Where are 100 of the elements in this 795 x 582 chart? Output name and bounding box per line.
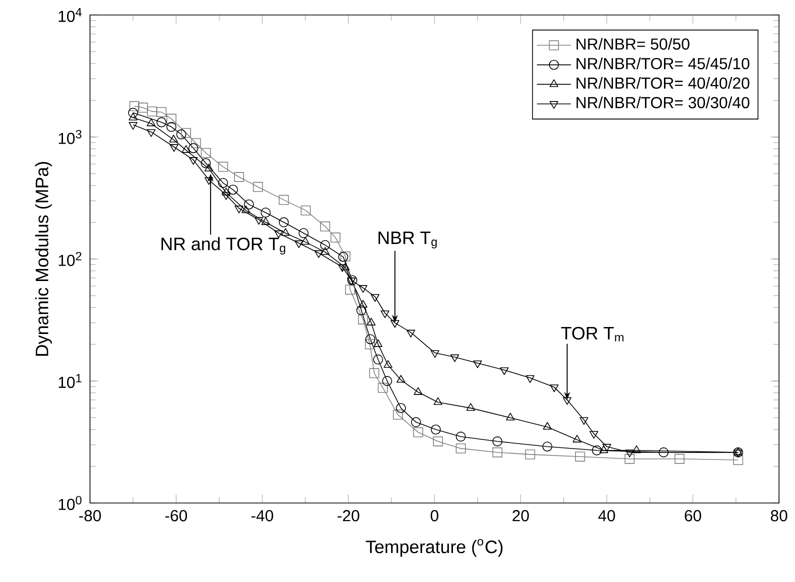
point xyxy=(156,107,166,118)
point xyxy=(358,300,368,308)
point xyxy=(200,148,211,158)
x-tick-label: 80 xyxy=(770,510,788,522)
point xyxy=(176,129,186,140)
point xyxy=(550,384,559,392)
point xyxy=(370,294,380,302)
point xyxy=(733,455,744,466)
point xyxy=(182,145,190,153)
point xyxy=(589,430,598,439)
point xyxy=(298,228,309,238)
point xyxy=(261,217,270,225)
point xyxy=(542,442,552,452)
point xyxy=(278,217,289,228)
point xyxy=(345,284,356,295)
point xyxy=(456,443,466,454)
legend-label: NR/NBR/TOR= 45/45/10 xyxy=(576,58,750,70)
point xyxy=(128,122,138,130)
point xyxy=(228,184,238,195)
point xyxy=(188,157,198,165)
point xyxy=(406,330,416,338)
point xyxy=(244,199,254,210)
x-tick-label: 0 xyxy=(430,510,438,522)
point xyxy=(242,205,250,214)
annotation: TOR T$_{m}$ xyxy=(561,326,624,342)
point xyxy=(500,367,509,376)
y-tick-label: 10$^{0}$ xyxy=(58,496,82,510)
point xyxy=(166,114,176,124)
point xyxy=(218,162,228,172)
point xyxy=(320,221,330,232)
point xyxy=(592,445,602,456)
legend-label: NR/NBR= 50/50 xyxy=(576,38,690,50)
point xyxy=(506,412,515,420)
point xyxy=(492,436,502,446)
point xyxy=(170,144,178,152)
point xyxy=(330,232,340,242)
point xyxy=(338,264,347,272)
point xyxy=(146,129,156,137)
point xyxy=(411,417,421,428)
y-tick-label: 10$^{4}$ xyxy=(58,8,82,22)
point xyxy=(658,447,669,458)
x-tick-label: 20 xyxy=(512,510,529,522)
y-tick-label: 10$^{2}$ xyxy=(58,252,82,266)
point xyxy=(320,240,330,250)
point xyxy=(466,403,476,411)
point xyxy=(430,350,440,358)
point xyxy=(254,217,264,225)
point xyxy=(632,445,641,454)
point xyxy=(341,262,350,270)
point xyxy=(734,450,742,458)
point xyxy=(396,403,406,414)
point xyxy=(234,172,244,182)
point xyxy=(364,339,375,350)
point xyxy=(358,314,368,324)
legend-label: NR/NBR/TOR= 30/30/40 xyxy=(576,96,750,108)
point xyxy=(456,432,466,442)
x-axis-title: Temperature ($^{o}$C) xyxy=(366,538,503,557)
annotation: NR and TOR T$_{g}$ xyxy=(162,237,286,255)
point xyxy=(222,188,230,196)
point xyxy=(674,454,685,464)
point xyxy=(562,397,572,405)
x-tick-label: 60 xyxy=(684,510,702,522)
point xyxy=(492,447,502,458)
point xyxy=(382,376,392,386)
x-tick-label: -40 xyxy=(251,510,274,522)
point xyxy=(294,240,304,248)
legend-label: NR/NBR/TOR= 40/40/20 xyxy=(576,77,750,89)
point xyxy=(396,374,406,383)
point xyxy=(300,205,311,216)
x-tick-label: -80 xyxy=(79,510,101,522)
point xyxy=(432,436,443,446)
point xyxy=(278,194,289,205)
point xyxy=(572,434,582,442)
point xyxy=(392,410,403,420)
point xyxy=(200,158,211,168)
point xyxy=(204,177,214,185)
point xyxy=(365,334,376,344)
point xyxy=(222,192,230,200)
point xyxy=(190,138,201,148)
point xyxy=(156,117,166,128)
point xyxy=(525,449,536,460)
point xyxy=(347,278,356,286)
point xyxy=(347,275,358,286)
point xyxy=(624,454,635,464)
point xyxy=(473,360,482,368)
point xyxy=(146,118,156,126)
point xyxy=(369,368,380,378)
point xyxy=(320,247,330,255)
point xyxy=(373,354,384,364)
point xyxy=(414,387,423,395)
point xyxy=(625,450,634,458)
point xyxy=(128,108,138,118)
point xyxy=(390,320,400,328)
point xyxy=(147,106,157,116)
y-axis-title: Dynamic Modulus (MPa) xyxy=(35,162,52,356)
point xyxy=(366,318,376,326)
point xyxy=(356,305,366,316)
point xyxy=(234,206,244,214)
point xyxy=(129,101,140,112)
point xyxy=(218,178,228,188)
